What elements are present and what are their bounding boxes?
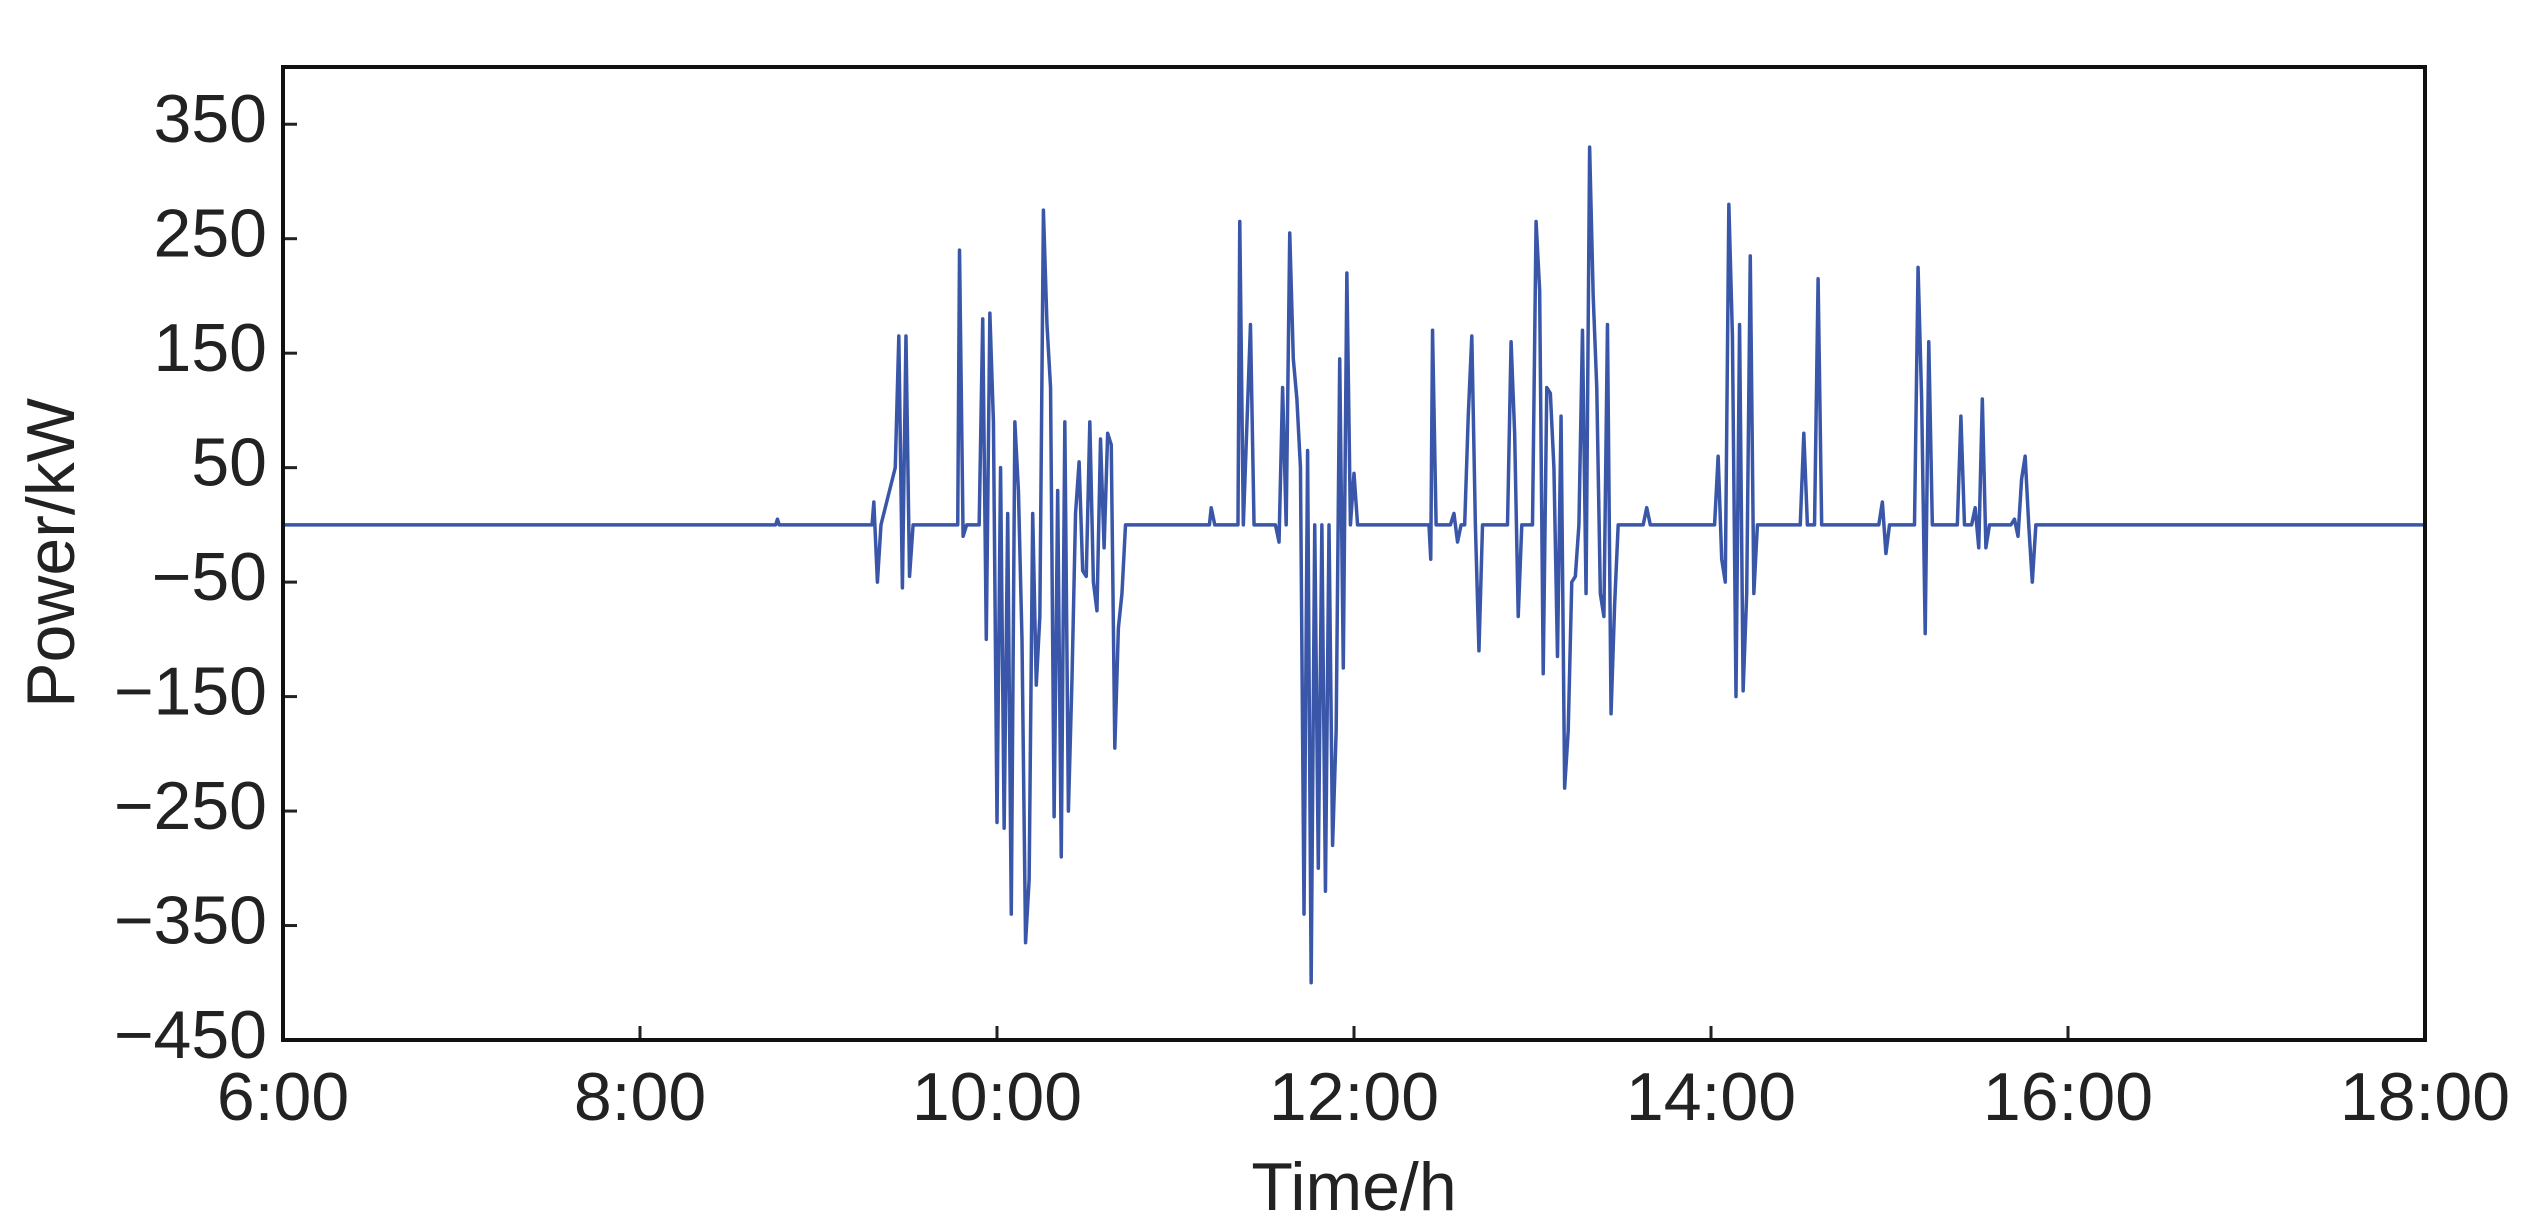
x-tick-label: 14:00 [1626,1059,1796,1135]
x-tick-label: 6:00 [217,1059,349,1135]
x-tick-label: 8:00 [574,1059,706,1135]
y-tick-label: −450 [114,997,267,1073]
x-tick-label: 18:00 [2340,1059,2510,1135]
x-tick-label: 12:00 [1269,1059,1439,1135]
plot-frame [281,65,2427,1042]
y-tick-label: 350 [154,81,267,157]
x-axis-label: Time/h [1251,1149,1456,1225]
y-tick-label: 50 [191,425,267,501]
x-tick-label: 10:00 [912,1059,1082,1135]
y-tick-label: −350 [114,882,267,958]
x-tick-label: 16:00 [1983,1059,2153,1135]
y-tick-label: −150 [114,654,267,730]
y-tick-label: −250 [114,768,267,844]
y-tick-label: 250 [154,196,267,272]
y-tick-label: −50 [152,539,267,615]
y-axis-label: Power/kW [13,398,89,708]
data-line [283,145,2425,985]
y-tick-label: 150 [154,310,267,386]
